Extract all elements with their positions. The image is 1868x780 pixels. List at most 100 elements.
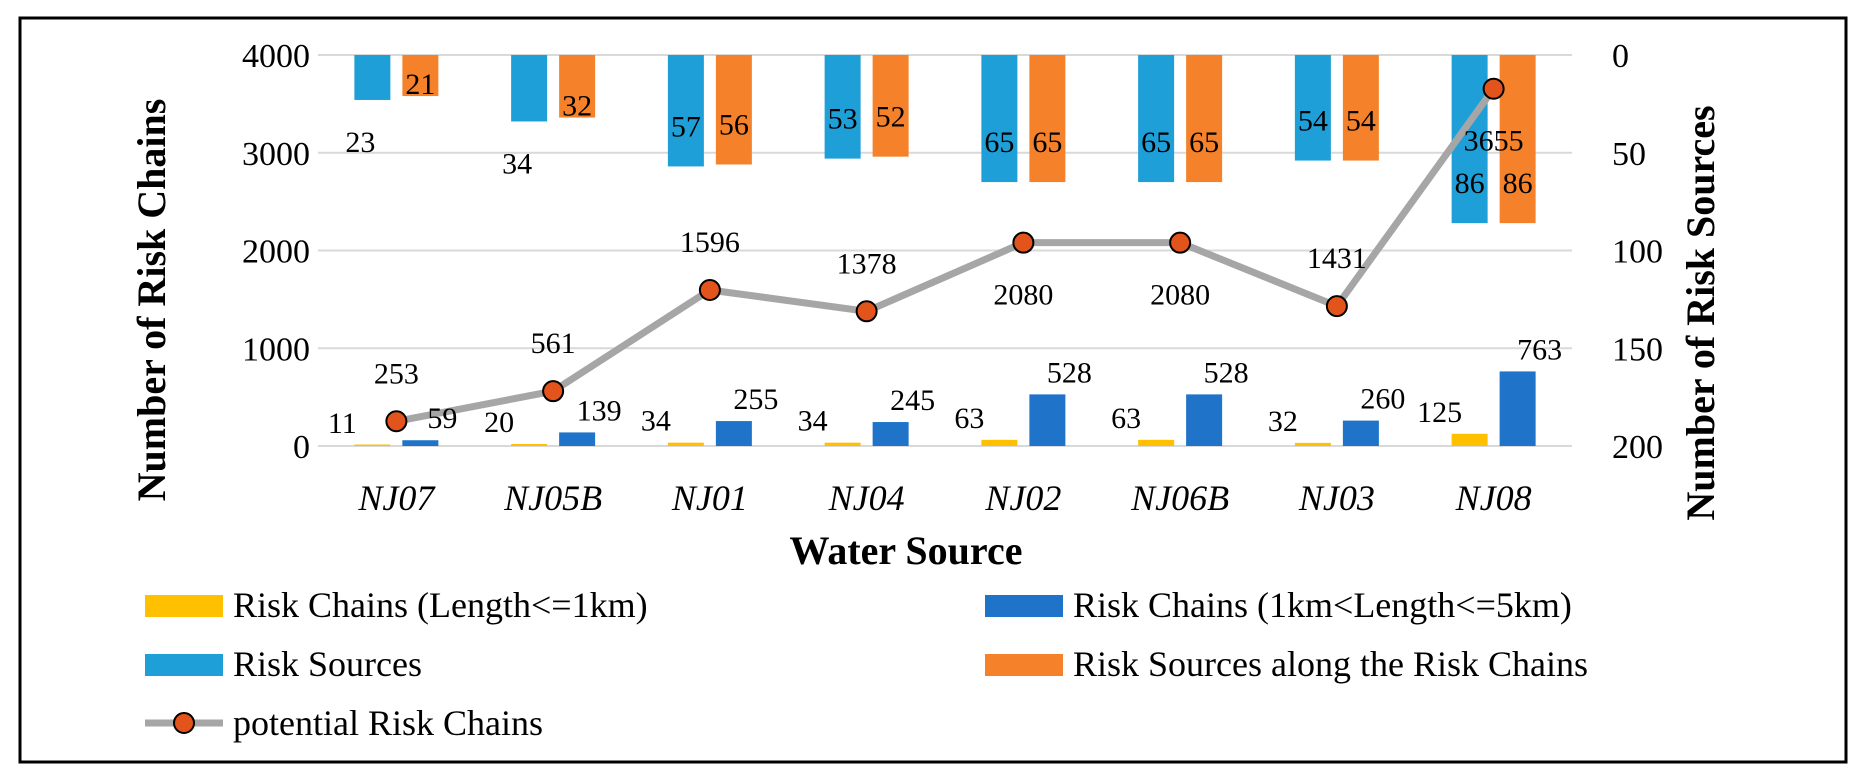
data-label: 65: [1141, 126, 1171, 159]
y-right-tick-label: 0: [1612, 38, 1629, 75]
data-label: 2080: [993, 279, 1053, 312]
x-tick-label: NJ07: [357, 478, 436, 518]
bar: [872, 422, 909, 446]
data-label: 528: [1047, 356, 1092, 389]
data-label: 1378: [837, 247, 897, 280]
legend-swatch: [145, 654, 223, 676]
data-label: 561: [531, 327, 576, 360]
y-right-tick-label: 50: [1612, 136, 1646, 173]
data-label: 34: [641, 405, 671, 438]
line-point: [698, 278, 721, 301]
y-left-tick-label: 0: [293, 429, 310, 466]
line-point: [1169, 231, 1192, 254]
line-point: [1482, 77, 1505, 100]
data-label: 34: [798, 405, 828, 438]
x-tick-label: NJ08: [1455, 478, 1532, 518]
data-label: 32: [1268, 405, 1298, 438]
y-right-tick-label: 150: [1612, 331, 1663, 368]
data-label: 528: [1204, 356, 1249, 389]
data-label: 21: [405, 68, 435, 101]
bar: [824, 442, 861, 446]
bar: [1499, 55, 1536, 224]
data-label: 125: [1417, 396, 1462, 429]
bar: [1499, 371, 1536, 446]
y-axis-left-title: Number of Risk Chains: [129, 99, 174, 502]
data-label: 11: [328, 407, 357, 440]
bar: [511, 55, 548, 122]
y-right-tick-label: 100: [1612, 234, 1663, 271]
bar: [1342, 55, 1379, 161]
bar: [981, 439, 1018, 446]
bar: [824, 55, 861, 159]
data-label: 56: [719, 108, 749, 141]
line-layer: [385, 77, 1505, 433]
x-tick-label: NJ04: [828, 478, 905, 518]
bar: [402, 440, 439, 446]
data-label: 57: [671, 110, 701, 143]
data-label: 1596: [680, 226, 740, 259]
x-tick-label: NJ01: [671, 478, 748, 518]
y-axis-right-title: Number of Risk Sources: [1678, 105, 1723, 520]
data-label: 763: [1517, 333, 1562, 366]
data-label: 63: [954, 402, 984, 435]
data-label: 255: [733, 383, 778, 416]
data-label: 245: [890, 384, 935, 417]
data-label: 65: [1189, 126, 1219, 159]
data-label: 59: [427, 402, 457, 435]
bar: [1138, 439, 1175, 446]
legend-label: Risk Chains (1km<Length<=5km): [1073, 585, 1572, 625]
bar: [354, 444, 391, 446]
y-left-tick-label: 2000: [242, 234, 310, 271]
line-point: [385, 410, 408, 433]
legend-swatch: [985, 654, 1063, 676]
data-label: 3655: [1464, 125, 1524, 158]
bar: [667, 442, 704, 446]
line-point: [1325, 295, 1348, 318]
legend-label: potential Risk Chains: [233, 703, 543, 743]
bar: [559, 55, 596, 118]
legend-label: Risk Sources along the Risk Chains: [1073, 644, 1588, 684]
data-label: 53: [828, 103, 858, 136]
data-label: 23: [345, 126, 375, 159]
data-label: 260: [1360, 383, 1405, 416]
legend-swatch: [985, 595, 1063, 617]
line-point: [855, 300, 878, 323]
data-label: 54: [1298, 105, 1328, 138]
data-label: 86: [1455, 167, 1485, 200]
data-label: 86: [1503, 167, 1533, 200]
legend-swatch: [145, 595, 223, 617]
bar: [667, 55, 704, 167]
chart-frame: [18, 16, 1848, 764]
bar: [559, 432, 596, 446]
data-label: 54: [1346, 105, 1376, 138]
bar: [872, 55, 909, 157]
bar: [1029, 394, 1066, 446]
data-label: 34: [502, 147, 532, 180]
data-label: 63: [1111, 402, 1141, 435]
x-tick-label: NJ02: [984, 478, 1061, 518]
bar: [1294, 442, 1331, 446]
y-left-tick-label: 4000: [242, 38, 310, 75]
axes-layer: 4000 0 3000 50 2000 100 1000 150 0 200 NJ07 NJ05B NJ…: [242, 38, 1663, 518]
y-left-tick-label: 1000: [242, 331, 310, 368]
x-tick-label: NJ06B: [1130, 478, 1229, 518]
y-left-tick-label: 3000: [242, 136, 310, 173]
data-label: 1431: [1307, 242, 1367, 275]
x-axis-title: Water Source: [790, 528, 1023, 573]
x-tick-label: NJ05B: [503, 478, 602, 518]
bar: [402, 55, 439, 97]
bar: [1029, 55, 1066, 183]
data-label: 139: [577, 394, 622, 427]
bar: [981, 55, 1018, 183]
bar: [1186, 55, 1223, 183]
legend-label: Risk Chains (Length<=1km): [233, 585, 648, 625]
bar: [1186, 394, 1223, 446]
data-label: 20: [484, 406, 514, 439]
bar: [1342, 420, 1379, 446]
bar: [715, 55, 752, 165]
y-right-tick-label: 200: [1612, 429, 1663, 466]
data-label: 253: [374, 357, 419, 390]
bar: [715, 421, 752, 446]
